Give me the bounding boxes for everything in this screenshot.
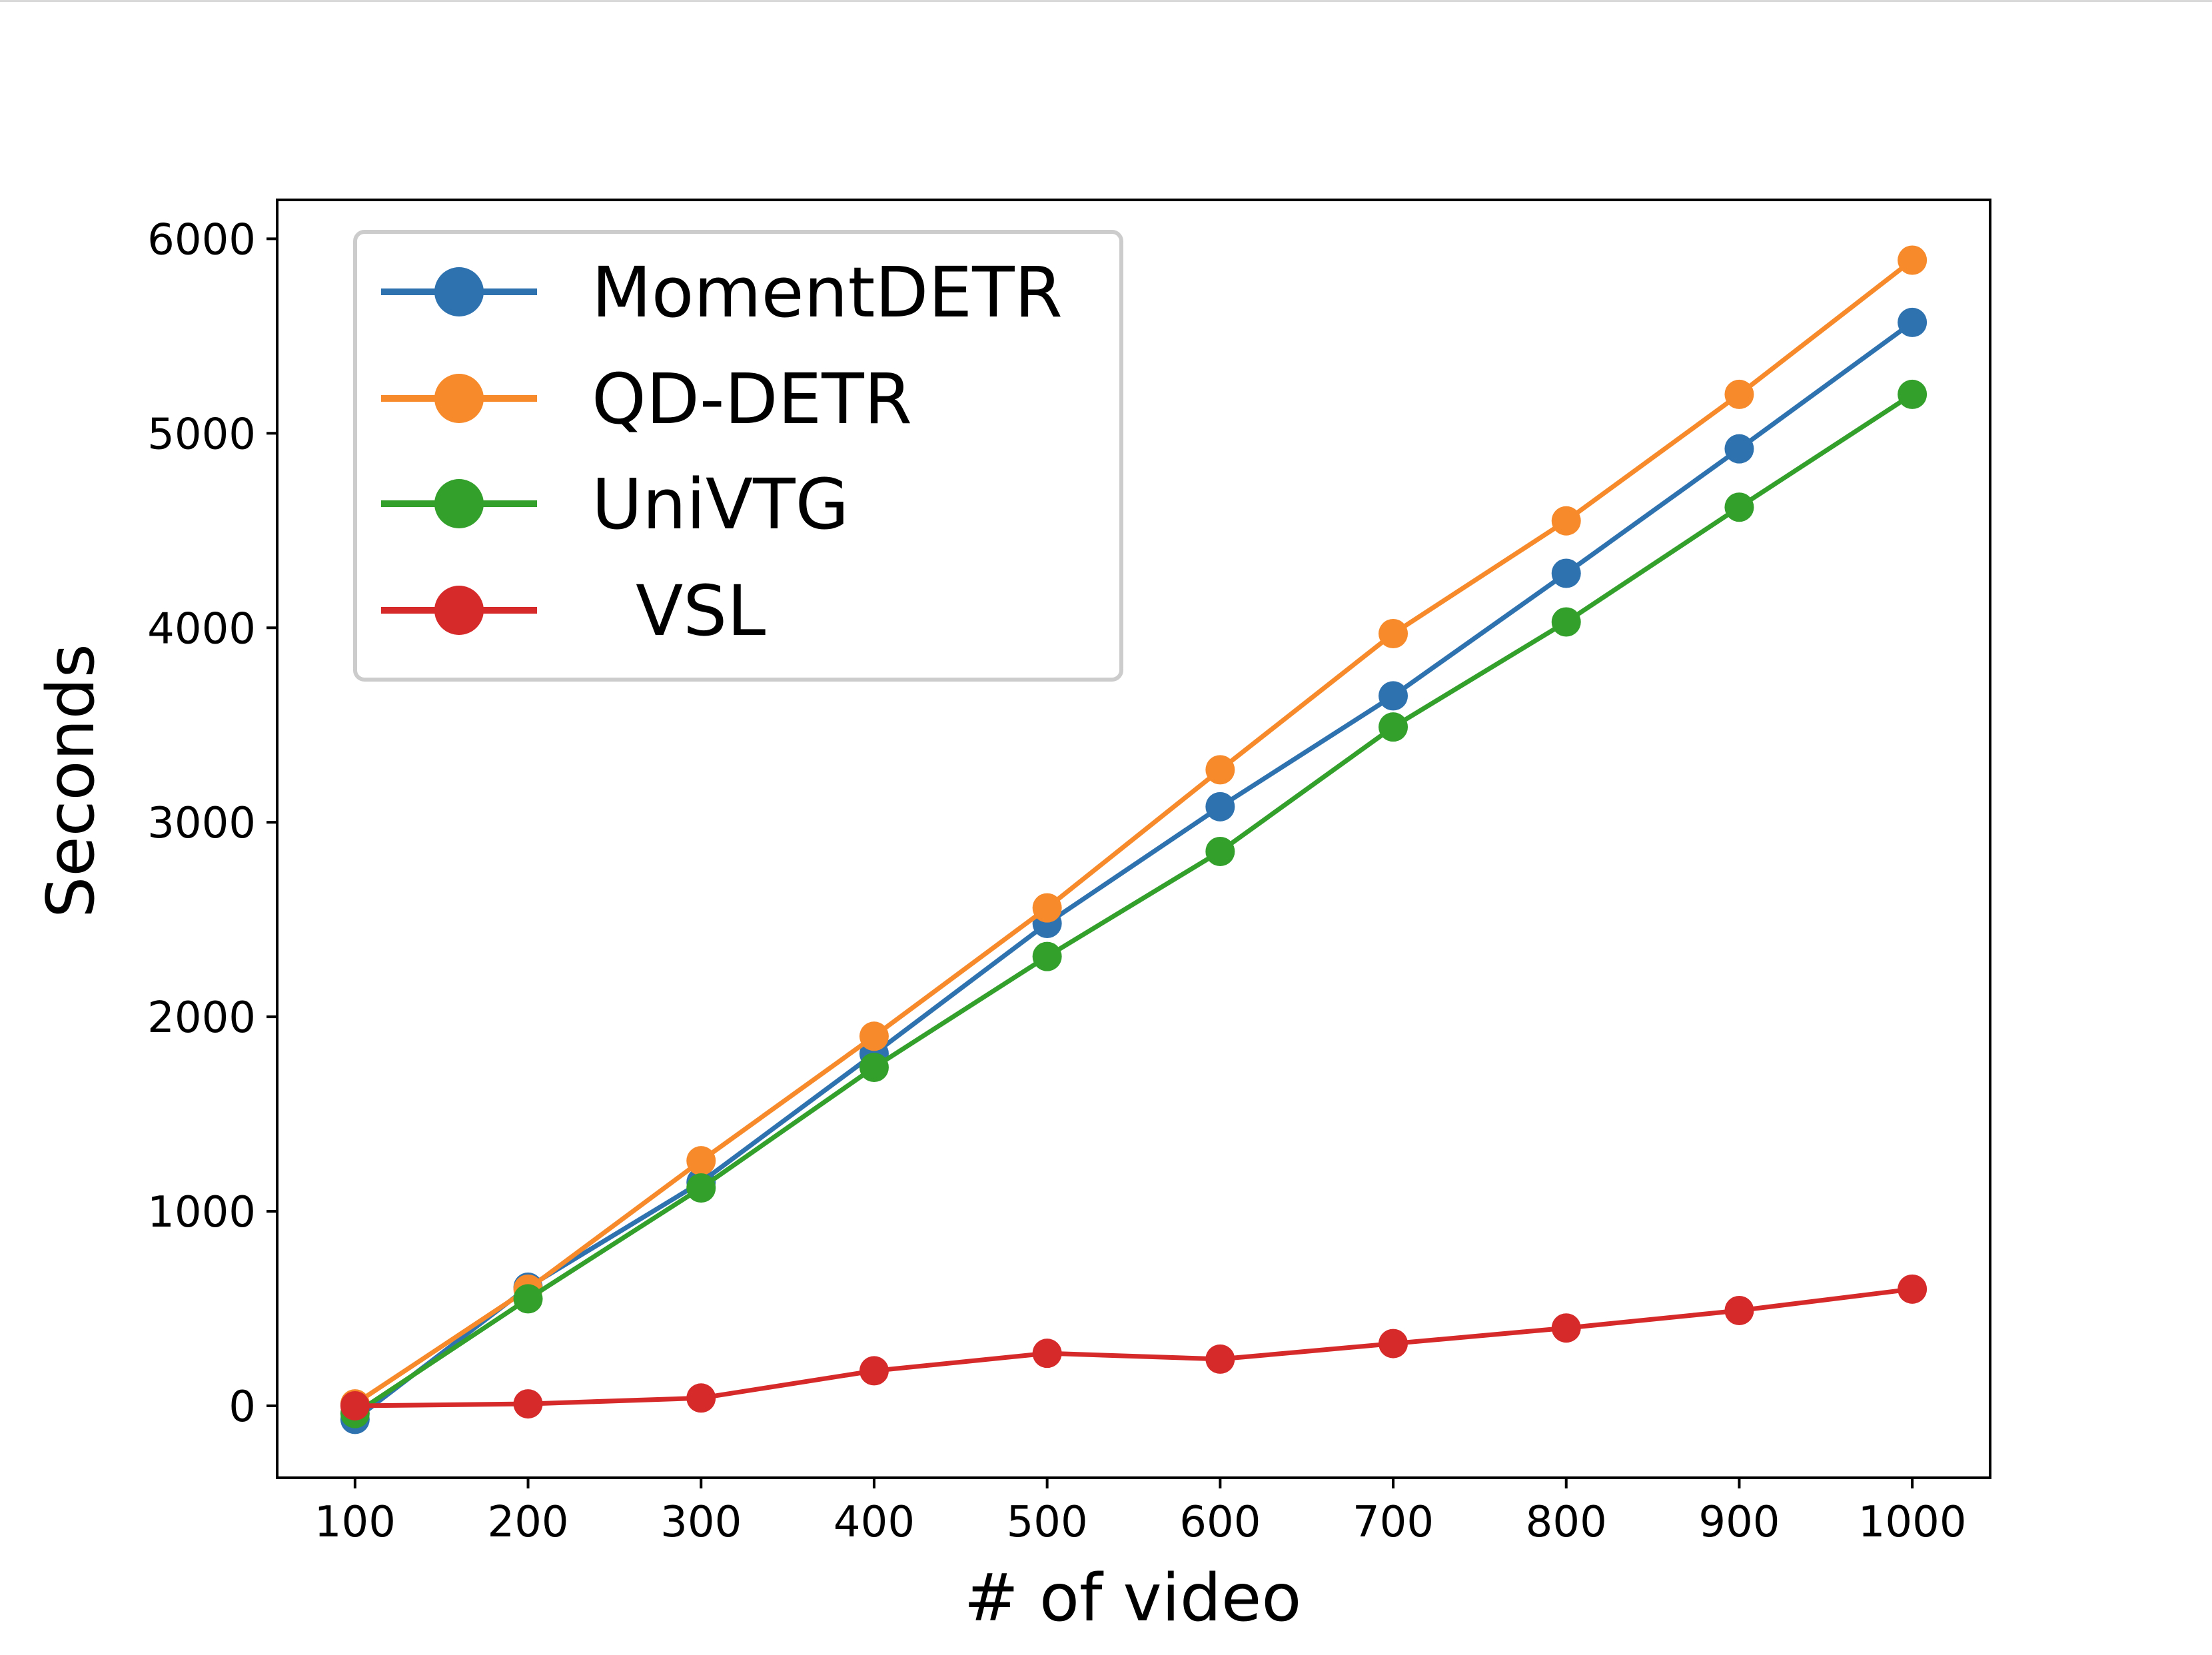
x-axis-title: # of video (964, 1560, 1302, 1636)
legend-label: MomentDETR (592, 252, 1063, 333)
data-point-momentdetr (1898, 307, 1928, 337)
x-tick-label: 800 (1526, 1498, 1607, 1547)
data-point-univtg (1379, 712, 1408, 742)
x-tick-label: 100 (314, 1498, 396, 1547)
y-tick-label: 3000 (147, 799, 256, 848)
data-point-vsl (1379, 1329, 1408, 1359)
data-point-vsl (340, 1390, 370, 1420)
legend-label: UniVTG (592, 464, 849, 545)
data-point-vsl (1724, 1295, 1754, 1325)
data-point-qd-detr (1032, 893, 1062, 923)
x-tick-label: 1000 (1858, 1498, 1967, 1547)
x-axis: 100 200 300 400 500 600 700 800 900 1000 (314, 1478, 1967, 1547)
data-point-qd-detr (1724, 379, 1754, 409)
x-tick-label: 300 (660, 1498, 742, 1547)
x-tick-label: 400 (833, 1498, 915, 1547)
series-line-qd-detr (353, 258, 1914, 1406)
legend-label: QD-DETR (592, 358, 912, 440)
legend-marker (434, 479, 484, 528)
x-tick-label: 900 (1698, 1498, 1780, 1547)
data-point-qd-detr (1379, 619, 1408, 649)
data-point-qd-detr (686, 1146, 716, 1176)
data-point-vsl (1898, 1274, 1928, 1304)
data-point-univtg (686, 1173, 716, 1203)
data-point-univtg (1551, 607, 1581, 637)
y-axis-title: Seconds (33, 644, 109, 918)
legend-marker (434, 586, 484, 635)
legend-entry-vsl: VSL (381, 570, 766, 652)
legend-entry-momentdetr: MomentDETR (381, 252, 1063, 333)
data-point-vsl (1205, 1344, 1235, 1374)
series-layer (340, 245, 1928, 1434)
x-tick-label: 500 (1007, 1498, 1088, 1547)
data-point-momentdetr (1724, 434, 1754, 464)
legend-entry-univtg: UniVTG (381, 464, 849, 545)
data-point-univtg (1205, 836, 1235, 866)
legend-marker (434, 267, 484, 316)
series-univtg (340, 379, 1928, 1428)
data-point-momentdetr (1379, 681, 1408, 711)
x-tick-label: 700 (1353, 1498, 1434, 1547)
legend-frame (353, 230, 1123, 682)
data-point-univtg (1032, 941, 1062, 971)
y-tick-label: 6000 (147, 215, 256, 265)
series-line-vsl (354, 1287, 1913, 1408)
data-point-momentdetr (1205, 792, 1235, 822)
legend-label: VSL (592, 570, 766, 652)
data-point-vsl (686, 1383, 716, 1413)
data-point-univtg (859, 1053, 889, 1083)
top-border (0, 0, 2212, 2)
data-point-qd-detr (1205, 755, 1235, 785)
y-tick-label: 2000 (147, 993, 256, 1043)
data-point-vsl (1032, 1339, 1062, 1369)
legend: MomentDETR QD-DETR UniVTG VSL (353, 230, 1123, 682)
y-axis: 0 1000 2000 3000 4000 5000 6000 (147, 215, 277, 1432)
data-point-univtg (1898, 379, 1928, 409)
y-tick-label: 0 (229, 1382, 256, 1432)
series-vsl (340, 1274, 1928, 1420)
legend-entry-qd-detr: QD-DETR (381, 358, 912, 440)
data-point-qd-detr (859, 1021, 889, 1051)
series-line-momentdetr (353, 320, 1914, 1422)
data-point-vsl (1551, 1313, 1581, 1343)
data-point-univtg (1724, 492, 1754, 522)
data-point-univtg (513, 1284, 543, 1314)
series-line-univtg (353, 392, 1914, 1416)
legend-marker (434, 374, 484, 423)
y-tick-label: 1000 (147, 1188, 256, 1237)
data-point-qd-detr (1898, 245, 1928, 275)
data-point-momentdetr (1551, 558, 1581, 588)
data-point-vsl (859, 1356, 889, 1386)
y-tick-label: 4000 (147, 604, 256, 654)
data-point-qd-detr (1551, 506, 1581, 536)
x-tick-label: 600 (1179, 1498, 1261, 1547)
y-tick-label: 5000 (147, 410, 256, 459)
x-tick-label: 200 (487, 1498, 568, 1547)
data-point-vsl (513, 1389, 543, 1419)
